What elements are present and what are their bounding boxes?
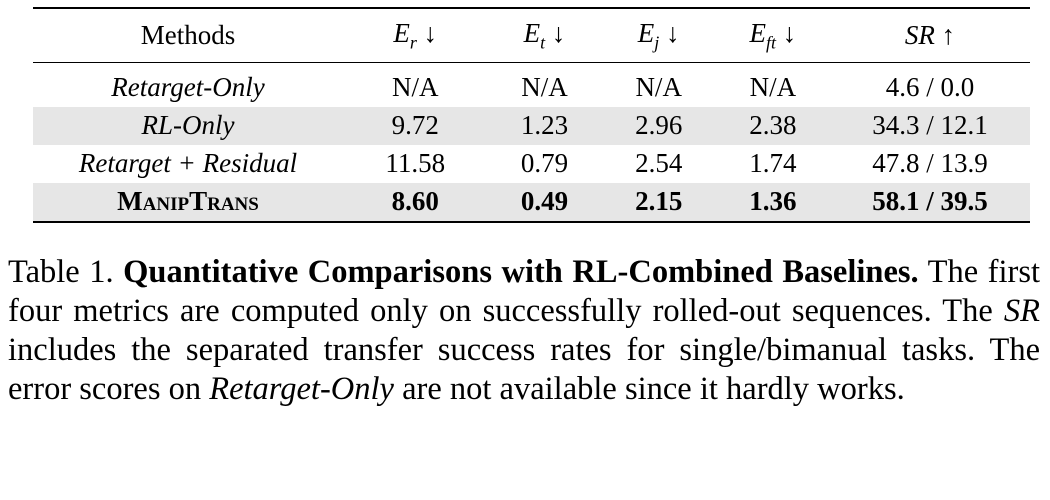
caption-text: are not available since it hardly works.: [393, 371, 905, 407]
subscript: t: [540, 31, 546, 52]
caption-math: SR: [1003, 293, 1040, 329]
caption-title: Quantitative Comparisons with RL-Combine…: [123, 254, 919, 290]
subscript: j: [654, 31, 660, 52]
header-cell: Et ↓: [487, 7, 602, 63]
header-cell: Methods: [33, 7, 343, 63]
arrow: ↓: [423, 17, 438, 48]
table-row: Retarget-Only N/A N/A N/A N/A 4.6 / 0.0: [33, 62, 1030, 107]
header-cell: Er ↓: [343, 7, 488, 63]
value-cell: 47.8 / 13.9: [872, 148, 988, 178]
arrow: ↑: [941, 19, 956, 50]
subscript: r: [409, 31, 417, 52]
results-table: Methods Er ↓ Et ↓ Ej ↓ Eft ↓ SR ↑ Retarg…: [33, 7, 1030, 223]
value-cell: 8.60: [343, 182, 488, 223]
value-cell: 1.23: [487, 106, 602, 145]
value-cell: N/A: [749, 72, 797, 102]
table-row: Retarget + Residual 11.58 0.79 2.54 1.74 47.8…: [33, 145, 1030, 183]
table-body: Retarget-Only N/A N/A N/A N/A 4.6 / 0.0 RL-Onl…: [33, 62, 1030, 223]
method-cell: RL-Only: [33, 106, 343, 145]
arrow: ↓: [551, 17, 566, 48]
arrow: ↓: [666, 17, 680, 48]
value-cell: 9.72: [343, 106, 488, 145]
header-cell: Ej ↓: [601, 7, 716, 63]
method-cell: Retarget-Only: [111, 72, 265, 102]
method-cell: Retarget + Residual: [78, 148, 298, 178]
value-cell: 2.15: [601, 182, 716, 223]
value-cell: 2.38: [715, 106, 830, 145]
value-cell: 1.36: [715, 182, 830, 223]
caption-text: The first four metrics are computed only…: [8, 254, 1041, 329]
header-row: Methods Er ↓ Et ↓ Ej ↓ Eft ↓ SR ↑: [33, 7, 1030, 63]
value-cell: 34.3 / 12.1: [830, 106, 1030, 145]
symbol: E: [749, 17, 767, 48]
value-cell: 4.6 / 0.0: [885, 72, 975, 102]
caption-text: includes the separated transfer success …: [8, 332, 1040, 407]
value-cell: N/A: [521, 72, 568, 102]
symbol: E: [393, 17, 410, 48]
value-cell: 58.1 / 39.5: [830, 182, 1030, 223]
caption-emph: Retarget-Only: [209, 371, 394, 407]
caption: Table 1. Quantitative Comparisons with R…: [8, 253, 1040, 409]
value-cell: 1.74: [749, 148, 797, 178]
value-cell: N/A: [391, 72, 439, 102]
header-cell: Eft ↓: [715, 7, 830, 63]
value-cell: 11.58: [385, 148, 446, 178]
arrow: ↓: [782, 17, 797, 48]
value-cell: 0.49: [487, 182, 602, 223]
value-cell: 0.79: [520, 148, 569, 178]
value-cell: 2.96: [601, 106, 716, 145]
subscript: ft: [766, 31, 777, 52]
value-cell: 2.54: [635, 148, 683, 178]
header-cell: SR ↑: [830, 7, 1030, 63]
method-cell: ManipTrans: [33, 182, 343, 223]
value-cell: N/A: [635, 72, 682, 102]
symbol: E: [637, 17, 655, 48]
symbol: E: [523, 17, 541, 48]
symbol: SR: [904, 19, 935, 50]
table-row: RL-Only 9.72 1.23 2.96 2.38 34.3 / 12.1: [33, 106, 1030, 145]
table-row: ManipTrans 8.60 0.49 2.15 1.36 58.1 / 39.5: [33, 182, 1030, 223]
caption-label: Table 1.: [8, 254, 114, 290]
